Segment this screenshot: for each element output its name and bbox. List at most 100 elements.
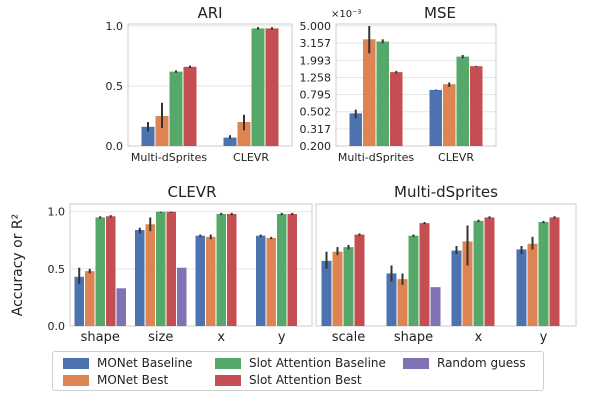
multi-bar-monet-baseline-scale (321, 260, 332, 326)
multi-bar-monet-best-y (527, 243, 538, 326)
legend-item: MONet Best (63, 372, 168, 388)
clevr-bar-slot-attention-best-y (287, 214, 297, 326)
multi-xtick-label: y (540, 330, 548, 345)
clevr-ytick-label: 0.0 (48, 320, 66, 333)
mse-ytick-label: 3.157 (300, 37, 332, 50)
clevr-bar-slot-attention-baseline-shape (95, 217, 105, 326)
clevr-bar-random-guess-shape (116, 288, 126, 326)
multi-bar-slot-attention-best-y (549, 217, 560, 326)
legend-swatch (215, 374, 241, 386)
mse-xtick-label: Multi-dSprites (338, 151, 414, 164)
clevr-bar-monet-baseline-shape (74, 276, 84, 326)
legend-label: Slot Attention Best (249, 373, 362, 387)
mse-bar-monet-best-multi-dsprites (363, 39, 376, 146)
mse-ytick-label: 0.317 (300, 123, 332, 136)
multi-xtick-label: shape (394, 330, 433, 345)
clevr-bar-monet-baseline-x (195, 235, 205, 326)
clevr-bar-monet-baseline-y (256, 235, 266, 326)
mse-frame (335, 23, 497, 147)
ari-ytick-label: 0.5 (106, 80, 124, 93)
clevr-ytick-label: 1.0 (48, 206, 66, 219)
ari-ytick-label: 0.0 (106, 140, 124, 153)
legend-label: MONet Baseline (97, 356, 193, 370)
clevr-bar-monet-best-x (206, 236, 216, 326)
clevr-xtick-label: size (148, 330, 173, 345)
multi-bar-slot-attention-best-scale (354, 234, 365, 326)
clevr-bar-slot-attention-baseline-size (156, 211, 166, 326)
mse-bar-monet-best-clevr (443, 84, 456, 146)
multi-bar-random-guess-shape (430, 287, 441, 326)
clevr-bar-slot-attention-best-size (166, 211, 176, 326)
ari-bar-monet-best-clevr (237, 122, 251, 146)
multi-bar-monet-best-scale (332, 251, 343, 326)
mse-ytick-label: 0.200 (300, 140, 332, 153)
legend: MONet Baseline MONet Best Slot Attention B… (52, 351, 544, 391)
clevr-frame (69, 203, 313, 327)
legend-item: Slot Attention Best (215, 372, 362, 388)
clevr-xtick-label: x (217, 330, 225, 345)
multi-bar-slot-attention-baseline-shape (408, 235, 419, 326)
mse-bar-slot-attention-baseline-multi-dsprites (376, 41, 389, 146)
clevr-title: CLEVR (168, 183, 217, 201)
multi-bar-slot-attention-baseline-x (473, 220, 484, 326)
multi-panel: scale shape x y Multi-dSprites (315, 183, 577, 345)
clevr-ytick-label: 0.5 (48, 263, 66, 276)
legend-label: Slot Attention Baseline (249, 356, 386, 370)
multi-bar-monet-best-x (462, 241, 473, 326)
mse-bar-monet-baseline-clevr (429, 89, 442, 146)
multi-frame (315, 203, 577, 327)
mse-bar-slot-attention-best-clevr (470, 66, 483, 146)
ari-frame (127, 23, 293, 147)
legend-swatch (63, 374, 89, 386)
clevr-bar-monet-baseline-size (135, 230, 145, 326)
mse-panel: 5.000 3.157 1.993 1.258 0.795 0.502 0.317 0.200… (300, 4, 497, 164)
mse-scale-label: ×10⁻³ (331, 9, 361, 20)
clevr-bar-random-guess-size (177, 267, 187, 326)
multi-bar-slot-attention-baseline-y (538, 222, 549, 326)
mse-bar-monet-baseline-multi-dsprites (349, 113, 362, 146)
mse-ytick-label: 0.795 (300, 89, 332, 102)
clevr-bar-monet-best-y (266, 238, 276, 326)
multi-title: Multi-dSprites (394, 183, 498, 201)
ari-title: ARI (197, 4, 222, 22)
multi-bar-monet-baseline-y (516, 249, 527, 326)
clevr-ylabel: Accuracy or R² (10, 214, 26, 316)
ari-ytick-label: 1.0 (106, 20, 124, 33)
mse-xtick-label: CLEVR (438, 151, 474, 164)
ari-bar-slot-attention-best-multi-dsprites (183, 66, 197, 146)
ari-panel: 0.0 0.5 1.0 Multi-dSprites CLEVR ARI (106, 4, 293, 164)
multi-bar-slot-attention-baseline-scale (343, 247, 354, 326)
clevr-panel: 0.0 0.5 1.0 shape size x y CLEVR Accuracy or R² (10, 183, 313, 345)
ari-bar-monet-baseline-multi-dsprites (141, 126, 155, 146)
clevr-bar-slot-attention-baseline-y (277, 214, 287, 326)
mse-ytick-label: 5.000 (300, 20, 332, 33)
ari-bar-slot-attention-baseline-clevr (251, 28, 265, 146)
legend-item: Slot Attention Baseline (215, 355, 386, 371)
clevr-xtick-label: shape (81, 330, 120, 345)
ari-bar-slot-attention-best-clevr (265, 28, 279, 146)
mse-ytick-label: 1.993 (300, 54, 332, 67)
multi-bar-monet-baseline-x (451, 250, 462, 326)
clevr-bar-monet-best-shape (85, 271, 95, 326)
legend-item: Random guess (403, 355, 526, 371)
ari-bar-monet-best-multi-dsprites (155, 116, 169, 146)
mse-ytick-label: 0.502 (300, 106, 332, 119)
multi-bar-monet-baseline-shape (386, 273, 397, 326)
ari-bar-slot-attention-baseline-multi-dsprites (169, 71, 183, 146)
mse-bar-slot-attention-best-multi-dsprites (390, 72, 403, 146)
multi-bar-monet-best-shape (397, 279, 408, 326)
mse-bar-slot-attention-baseline-clevr (456, 56, 469, 147)
legend-swatch (403, 357, 429, 369)
clevr-xtick-label: y (278, 330, 286, 345)
multi-xtick-label: x (475, 330, 483, 345)
legend-swatch (63, 357, 89, 369)
ari-xtick-label: Multi-dSprites (131, 151, 207, 164)
clevr-bar-slot-attention-best-shape (106, 216, 116, 326)
legend-label: Random guess (437, 356, 526, 370)
legend-swatch (215, 357, 241, 369)
mse-ytick-label: 1.258 (300, 71, 332, 84)
multi-bar-slot-attention-best-x (484, 217, 495, 326)
multi-xtick-label: scale (332, 330, 366, 345)
clevr-bar-monet-best-size (145, 224, 155, 326)
